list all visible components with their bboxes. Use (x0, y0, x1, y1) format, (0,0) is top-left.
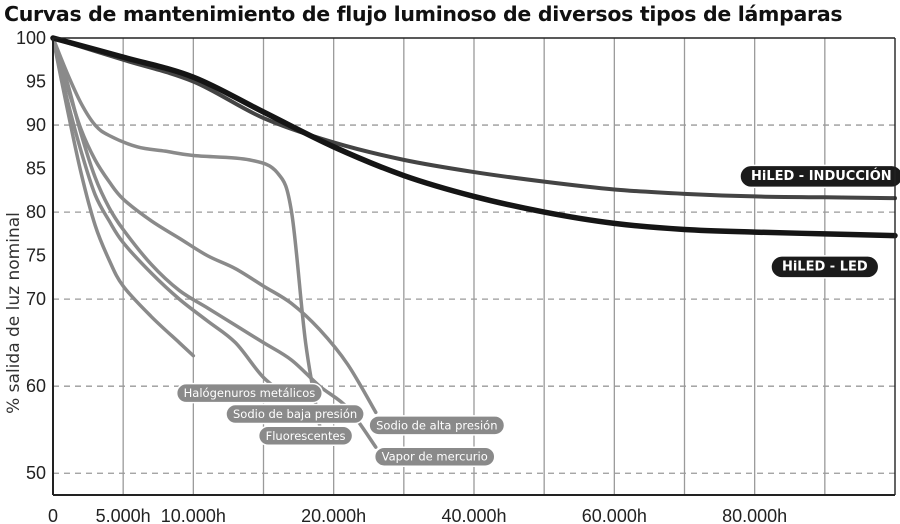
series-label-badge (368, 415, 506, 436)
series-label-hiled-led: HiLED - LED (770, 255, 880, 279)
y-tick-label: 100 (16, 28, 46, 48)
y-tick-label: 85 (26, 159, 46, 179)
chart-title: Curvas de mantenimiento de flujo luminos… (4, 2, 843, 26)
x-tick-label: 0 (48, 506, 58, 524)
series-line-sodio-de-alta-presion (51, 36, 378, 415)
series-label-badge (373, 446, 496, 467)
series-label-badge (770, 255, 880, 279)
x-tick-label: 60.000h (582, 506, 647, 524)
series-label-sodio-de-alta-presion: Sodio de alta presión (368, 415, 506, 436)
series-line-fluorescentes (51, 36, 322, 428)
y-tick-label: 80 (26, 202, 46, 222)
y-tick-label: 60 (26, 376, 46, 396)
y-tick-label: 90 (26, 115, 46, 135)
series-label-text: Fluorescentes (266, 429, 346, 443)
y-tick-label: 70 (26, 289, 46, 309)
series-line-sodio-de-baja-presion (51, 36, 294, 401)
y-axis-label: % salida de luz nominal (4, 212, 24, 414)
y-tick-label: 95 (26, 72, 46, 92)
series-line-hiled-induccion (51, 36, 897, 201)
series-label-fluorescentes: Fluorescentes (257, 425, 354, 447)
series-label-badge (257, 425, 354, 447)
x-tick-label: 10.000h (161, 506, 226, 524)
x-tick-label: 40.000h (441, 506, 506, 524)
series-label-halogenuros-metalicos: Halógenuros metálicos (175, 382, 324, 404)
series-label-sodio-de-baja-presion: Sodio de baja presión (225, 403, 365, 425)
series-label-badge (175, 382, 324, 404)
series-label-text: Vapor de mercurio (382, 450, 488, 464)
x-tick-label: 5.000h (96, 506, 151, 524)
series-line-vapor-de-mercurio (51, 36, 378, 449)
series-label-vapor-de-mercurio: Vapor de mercurio (373, 446, 496, 467)
series-label-badge (225, 403, 365, 425)
x-tick-label: 20.000h (301, 506, 366, 524)
series-label-text: HiLED - INDUCCIÓN (751, 168, 892, 184)
series-label-text: HiLED - LED (782, 259, 868, 274)
series-label-badge (739, 164, 900, 189)
series-label-text: Sodio de baja presión (233, 407, 357, 421)
y-tick-label: 75 (26, 246, 46, 266)
series-layer (50, 35, 898, 449)
series-labels: HiLED - INDUCCIÓN HiLED - LED Halógenuros … (175, 164, 900, 467)
series-label-hiled-induccion: HiLED - INDUCCIÓN (739, 164, 900, 189)
y-tick-label: 50 (26, 463, 46, 483)
series-line-halogenuros-metalicos (51, 36, 196, 358)
series-label-text: Halógenuros metálicos (184, 386, 316, 400)
axes: 50 60 70 75 80 85 90 95 100 0 5.000h 10.000h 20.000h… (16, 28, 896, 524)
series-line-hiled-led (50, 35, 898, 239)
series-label-text: Sodio de alta presión (376, 418, 497, 432)
x-tick-label: 80.000h (722, 506, 787, 524)
